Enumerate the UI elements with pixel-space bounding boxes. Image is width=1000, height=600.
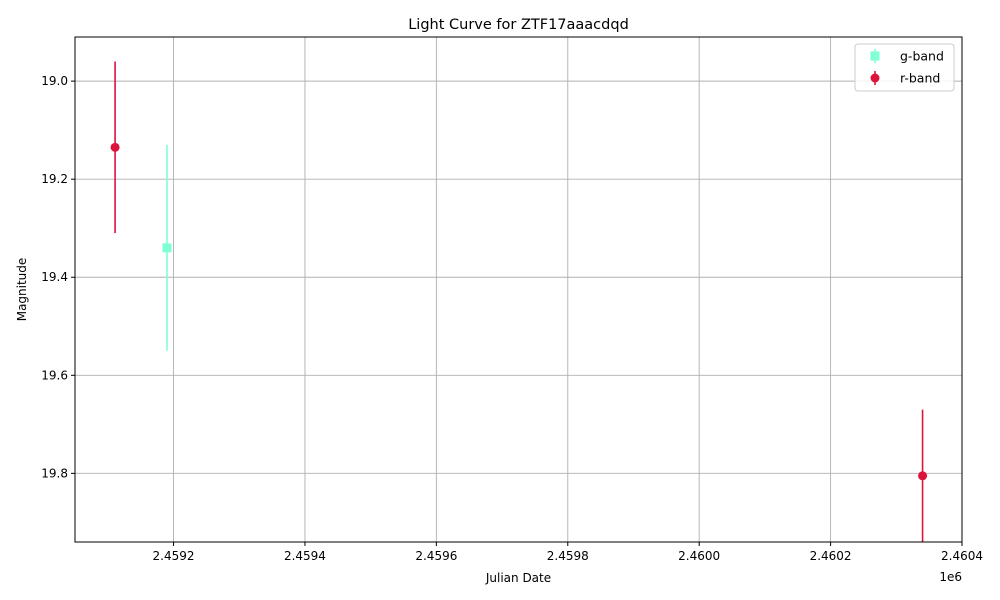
legend-label: g-band (900, 49, 944, 64)
x-tick-label: 2.4600 (678, 549, 720, 563)
x-tick-label: 2.4596 (415, 549, 457, 563)
plot-frame (74, 36, 963, 543)
chart-title: Light Curve for ZTF17aaacdqd (408, 17, 629, 33)
y-tick-label: 19.4 (41, 270, 68, 284)
legend: g-band r-band (854, 43, 955, 92)
x-tick-label: 2.4602 (810, 549, 852, 563)
series-g-band (162, 144, 172, 351)
y-tick-label: 19.6 (41, 368, 68, 382)
x-tick-label: 2.4598 (547, 549, 589, 563)
data-point-circle (110, 142, 120, 152)
data-point-circle (918, 471, 928, 481)
legend-marker-circle (870, 73, 880, 83)
y-tick-label: 19.0 (41, 74, 68, 88)
legend-box (854, 43, 955, 92)
x-axis-label: Julian Date (485, 571, 551, 585)
y-axis-ticks: 19.0 19.2 19.4 19.6 19.8 (41, 74, 75, 480)
grid (75, 37, 963, 542)
x-tick-label: 2.4592 (153, 549, 195, 563)
x-axis-offset-label: 1e6 (939, 570, 962, 584)
y-axis-label: Magnitude (15, 258, 29, 322)
plot-data (110, 61, 928, 542)
x-axis-ticks: 2.4592 2.4594 2.4596 2.4598 2.4600 2.4602 2.46… (153, 542, 983, 563)
data-point-square (162, 243, 172, 253)
series-r-band (110, 61, 928, 542)
legend-label: r-band (900, 71, 940, 86)
legend-item: r-band (870, 71, 940, 86)
x-tick-label: 2.4604 (941, 549, 983, 563)
y-tick-label: 19.2 (41, 172, 68, 186)
y-tick-label: 19.8 (41, 466, 68, 480)
legend-item: g-band (870, 49, 944, 64)
x-tick-label: 2.4594 (284, 549, 326, 563)
legend-marker-square (870, 51, 880, 61)
